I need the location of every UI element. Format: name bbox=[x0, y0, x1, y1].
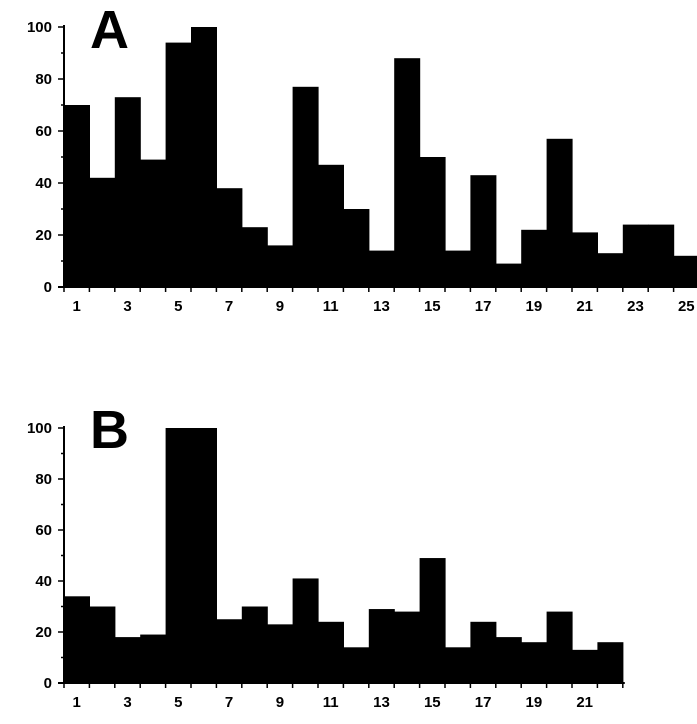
bar-8 bbox=[241, 606, 268, 683]
y-tick-label: 20 bbox=[35, 624, 52, 641]
bar-18 bbox=[495, 637, 522, 683]
bar-13 bbox=[368, 609, 395, 683]
y-tick-label: 100 bbox=[27, 19, 52, 36]
panel-label: A bbox=[90, 0, 129, 60]
y-tick-label: 60 bbox=[35, 123, 52, 140]
bar-11 bbox=[318, 621, 344, 683]
bar-9 bbox=[267, 245, 294, 287]
y-tick-label: 100 bbox=[27, 420, 52, 437]
x-tick-label: 17 bbox=[475, 298, 492, 315]
y-tick-label: 0 bbox=[44, 675, 52, 692]
x-tick-label: 5 bbox=[174, 694, 182, 711]
bar-4 bbox=[140, 634, 167, 683]
x-tick-label: 23 bbox=[627, 298, 644, 315]
bar-21 bbox=[572, 649, 598, 683]
y-tick-label: 40 bbox=[35, 175, 52, 192]
bar-2 bbox=[89, 177, 116, 287]
x-tick-label: 11 bbox=[323, 298, 339, 315]
bar-19 bbox=[521, 229, 548, 287]
x-tick-label: 13 bbox=[373, 298, 390, 315]
bar-14 bbox=[394, 611, 421, 683]
bar-15 bbox=[419, 157, 446, 287]
bar-7 bbox=[216, 619, 243, 683]
x-tick-label: 9 bbox=[276, 694, 284, 711]
x-tick-label: 13 bbox=[373, 694, 390, 711]
x-tick-label: 7 bbox=[225, 298, 233, 315]
bar-15 bbox=[419, 558, 446, 683]
bar-18 bbox=[495, 263, 522, 287]
y-tick-label: 40 bbox=[35, 573, 52, 590]
bar-1 bbox=[64, 105, 90, 287]
y-tick-label: 0 bbox=[44, 279, 52, 296]
x-tick-label: 11 bbox=[323, 694, 339, 711]
bar-3 bbox=[114, 97, 141, 287]
bar-21 bbox=[572, 232, 598, 287]
panel-label: B bbox=[90, 400, 129, 460]
x-tick-label: 19 bbox=[526, 298, 543, 315]
bar-24 bbox=[648, 224, 675, 287]
x-tick-label: 1 bbox=[73, 694, 81, 711]
x-tick-label: 25 bbox=[678, 298, 695, 315]
bar-10 bbox=[292, 578, 319, 683]
x-tick-label: 5 bbox=[174, 298, 182, 315]
bar-7 bbox=[216, 188, 243, 287]
bar-8 bbox=[241, 227, 268, 287]
bar-9 bbox=[267, 624, 294, 683]
y-tick-label: 80 bbox=[35, 71, 52, 88]
bar-20 bbox=[546, 138, 573, 287]
x-tick-label: 15 bbox=[424, 298, 441, 315]
bar-25 bbox=[673, 255, 697, 287]
bar-16 bbox=[445, 250, 471, 287]
bar-10 bbox=[292, 86, 319, 287]
bar-12 bbox=[343, 209, 370, 287]
bar-20 bbox=[546, 611, 573, 683]
bar-16 bbox=[445, 647, 471, 683]
x-tick-label: 7 bbox=[225, 694, 233, 711]
bar-6 bbox=[191, 428, 217, 683]
y-tick-label: 20 bbox=[35, 227, 52, 244]
bar-22 bbox=[597, 253, 624, 287]
x-tick-label: 9 bbox=[276, 298, 284, 315]
y-tick-label: 80 bbox=[35, 471, 52, 488]
x-tick-label: 19 bbox=[526, 694, 543, 711]
bar-13 bbox=[368, 250, 395, 287]
bar-1 bbox=[64, 596, 90, 683]
x-tick-label: 3 bbox=[123, 694, 131, 711]
bar-17 bbox=[470, 621, 497, 683]
bar-22 bbox=[597, 642, 624, 683]
y-tick-label: 60 bbox=[35, 522, 52, 539]
x-tick-label: 1 bbox=[73, 298, 81, 315]
bar-12 bbox=[343, 647, 370, 683]
bar-6 bbox=[191, 27, 217, 287]
bar-14 bbox=[394, 58, 421, 288]
bar-2 bbox=[89, 606, 116, 683]
x-tick-label: 17 bbox=[475, 694, 492, 711]
x-tick-label: 21 bbox=[576, 694, 593, 711]
bar-5 bbox=[165, 428, 192, 683]
bar-5 bbox=[165, 42, 192, 287]
bar-17 bbox=[470, 175, 497, 287]
bar-4 bbox=[140, 159, 167, 287]
bar-19 bbox=[521, 642, 548, 683]
bar-3 bbox=[114, 637, 141, 683]
x-tick-label: 15 bbox=[424, 694, 441, 711]
bar-11 bbox=[318, 164, 344, 287]
x-tick-label: 21 bbox=[576, 298, 593, 315]
x-tick-label: 3 bbox=[123, 298, 131, 315]
bar-23 bbox=[622, 224, 649, 287]
